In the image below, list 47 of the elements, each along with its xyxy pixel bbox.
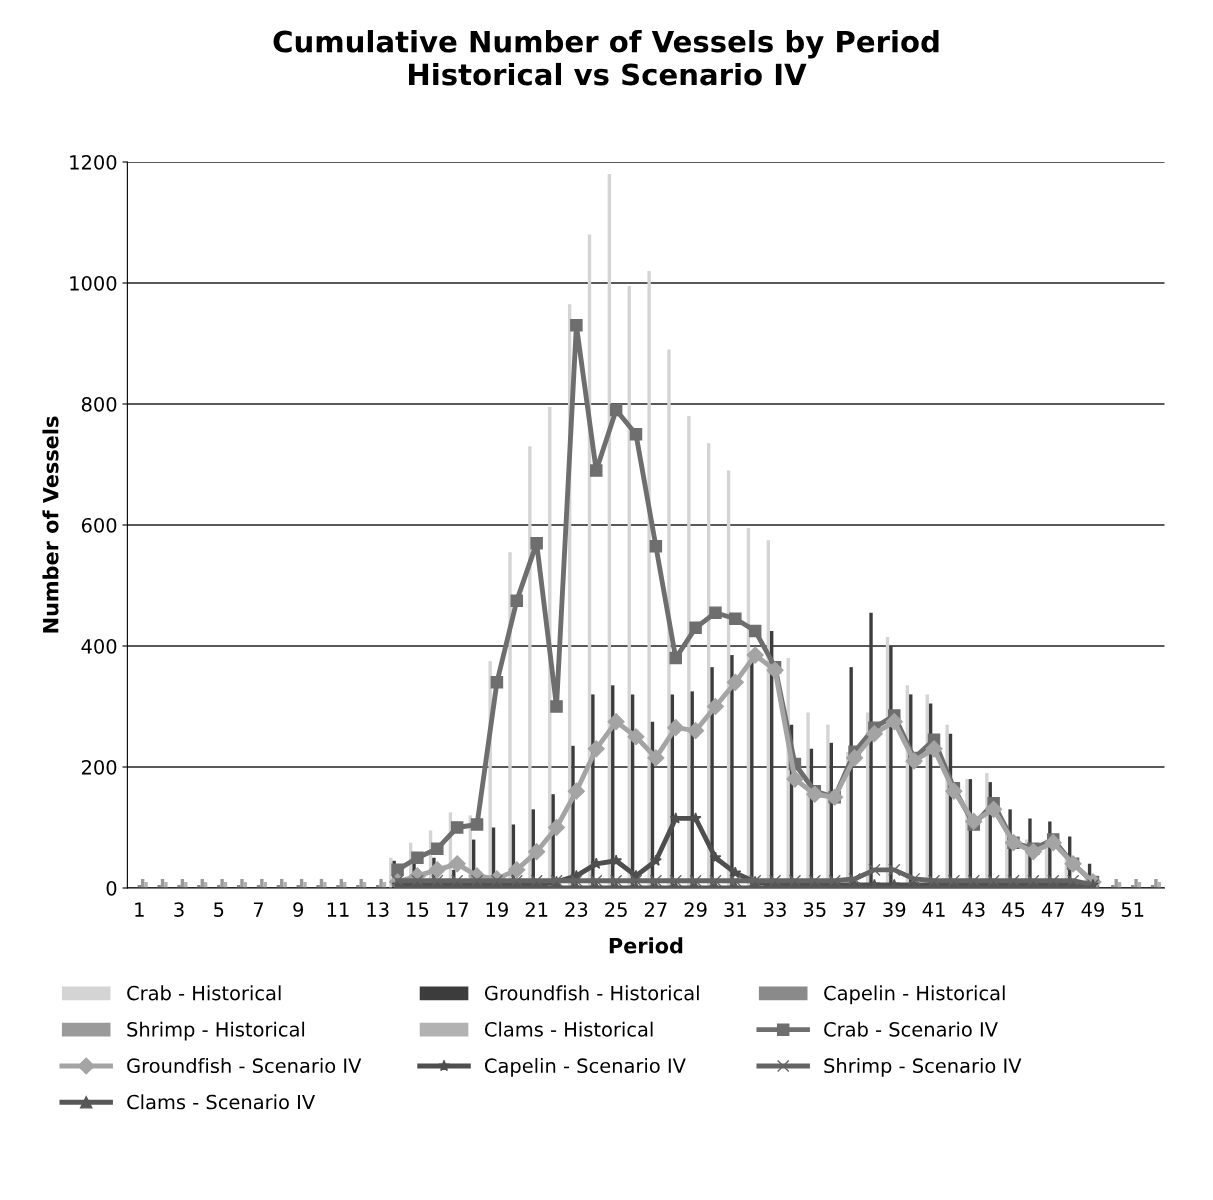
y-tick-label: 1200 xyxy=(70,154,117,170)
x-tick-label: 31 xyxy=(724,902,746,917)
x-tick-label: 35 xyxy=(803,902,826,917)
x-tick-label: 47 xyxy=(1041,902,1064,917)
x-tick-label: 1 xyxy=(135,902,144,917)
legend-label: Groundfish - Scenario IV xyxy=(127,1058,362,1074)
x-tick-label: 49 xyxy=(1081,902,1104,917)
x-tick-label: 29 xyxy=(684,902,707,917)
x-tick-label: 13 xyxy=(367,902,389,917)
y-tick-label: 400 xyxy=(81,638,117,654)
x-tick-label: 51 xyxy=(1121,902,1144,917)
x-tick-label: 11 xyxy=(327,902,349,917)
x-axis-title: Period xyxy=(609,937,683,954)
y-tick-label: 600 xyxy=(81,517,117,533)
y-tick-label: 200 xyxy=(81,759,117,775)
x-tick-label: 33 xyxy=(764,902,786,917)
legend-label: Capelin - Scenario IV xyxy=(484,1058,686,1077)
x-tick-label: 17 xyxy=(446,902,468,917)
chart-title: Cumulative Number of Vessels by Period xyxy=(273,30,939,59)
x-tick-label: 9 xyxy=(293,902,304,917)
x-tick-label: 5 xyxy=(214,902,224,917)
y-tick-label: 0 xyxy=(106,880,117,896)
x-tick-label: 45 xyxy=(1002,902,1025,917)
x-tick-label: 43 xyxy=(962,902,985,917)
x-tick-label: 37 xyxy=(843,902,866,917)
x-tick-label: 7 xyxy=(253,902,264,917)
y-axis-title: Number of Vessels xyxy=(42,416,59,633)
y-tick-label: 1000 xyxy=(70,275,117,291)
x-tick-label: 19 xyxy=(486,902,508,917)
legend-label: Shrimp - Historical xyxy=(127,1021,305,1041)
legend-label: Capelin - Historical xyxy=(824,985,1005,1005)
x-tick-label: 15 xyxy=(407,902,429,917)
x-tick-label: 25 xyxy=(605,902,627,917)
x-tick-label: 21 xyxy=(525,902,548,917)
x-tick-label: 39 xyxy=(883,902,906,917)
legend-label: Crab - Historical xyxy=(127,985,281,1001)
x-tick-label: 27 xyxy=(644,902,667,917)
legend-label: Crab - Scenario IV xyxy=(824,1021,998,1037)
legend-label: Shrimp - Scenario IV xyxy=(824,1058,1022,1077)
legend-label: Clams - Historical xyxy=(484,1021,653,1037)
y-tick-label: 800 xyxy=(81,396,117,412)
chart-subtitle: Historical vs Scenario IV xyxy=(409,62,807,86)
legend-label: Groundfish - Historical xyxy=(484,985,699,1001)
x-tick-label: 23 xyxy=(565,902,588,917)
legend-label: Clams - Scenario IV xyxy=(127,1094,315,1110)
x-tick-label: 41 xyxy=(922,902,945,917)
x-tick-label: 3 xyxy=(174,902,184,917)
